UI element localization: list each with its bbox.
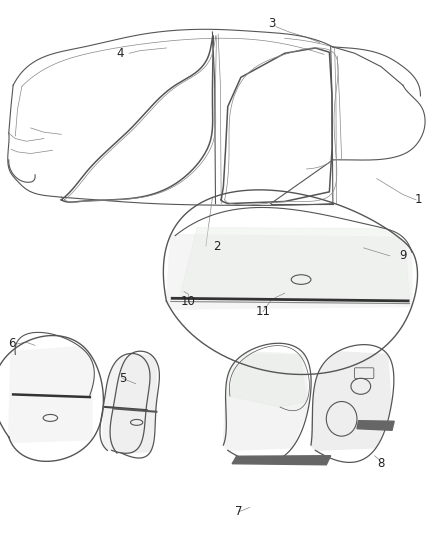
- Polygon shape: [103, 357, 147, 450]
- Polygon shape: [230, 354, 307, 407]
- Text: 3: 3: [268, 18, 275, 30]
- Polygon shape: [166, 235, 412, 309]
- Text: 1: 1: [414, 193, 422, 206]
- Polygon shape: [180, 228, 410, 300]
- Text: 5: 5: [119, 372, 126, 385]
- Text: 9: 9: [399, 249, 407, 262]
- Text: 10: 10: [181, 295, 196, 308]
- Text: 4: 4: [117, 47, 124, 60]
- Text: 11: 11: [255, 305, 270, 318]
- Polygon shape: [311, 352, 391, 450]
- Text: 2: 2: [213, 240, 221, 253]
- Polygon shape: [232, 456, 331, 465]
- Text: 7: 7: [235, 505, 243, 518]
- Polygon shape: [357, 421, 394, 430]
- Text: 6: 6: [8, 337, 16, 350]
- Polygon shape: [9, 346, 92, 442]
- Polygon shape: [113, 354, 156, 453]
- Polygon shape: [223, 352, 309, 450]
- Text: 8: 8: [378, 457, 385, 470]
